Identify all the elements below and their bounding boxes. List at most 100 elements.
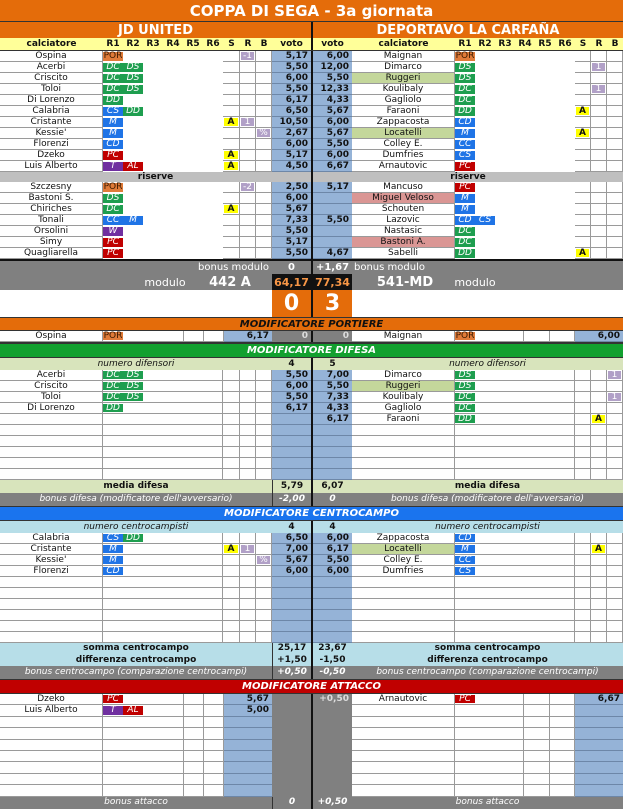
player-name: Di Lorenzo xyxy=(0,403,103,414)
r-cell xyxy=(550,331,575,342)
r-cell xyxy=(240,248,256,259)
role-badge: PC xyxy=(103,151,123,160)
bonus-badge: % xyxy=(257,128,270,137)
table-row xyxy=(0,750,623,763)
voto-cell: 5,50 xyxy=(272,84,311,95)
divider xyxy=(311,95,313,106)
bonus-centrocampo-home-value: +0,50 xyxy=(272,666,311,679)
divider xyxy=(311,762,313,774)
s-cell xyxy=(575,392,591,403)
role-area: PC xyxy=(103,694,184,706)
count-row: numero difensori 4 5 numero difensori xyxy=(0,358,623,370)
voto-cell: 6,17 xyxy=(272,95,311,106)
rating-badge: -2 xyxy=(241,182,254,191)
player-name: Arnautovic xyxy=(352,161,455,172)
player-name: Colley E. xyxy=(352,139,455,150)
player-name: Toloi xyxy=(0,392,103,403)
role-badge: DC xyxy=(103,205,123,214)
s-cell: A xyxy=(575,106,591,117)
r-cell: 1 xyxy=(240,544,256,555)
role-area: CS DD xyxy=(103,106,223,117)
role-area: DC DS xyxy=(103,370,223,381)
b-cell xyxy=(607,237,623,248)
divider xyxy=(311,544,313,555)
r-cell xyxy=(204,773,224,786)
b-cell xyxy=(256,403,272,414)
divider xyxy=(311,654,313,666)
s-cell xyxy=(223,436,240,447)
role-area: POR xyxy=(455,331,524,342)
divider xyxy=(311,588,313,599)
r-cell xyxy=(591,161,607,172)
r1-column-header: R1 xyxy=(458,38,472,49)
role-area: CS xyxy=(455,566,575,577)
table-row: Criscito DC DS 6,00 Ruggeri DS 5,50 xyxy=(0,381,623,392)
player-name: Criscito xyxy=(0,381,103,392)
b-cell xyxy=(256,381,272,392)
s-cell xyxy=(184,331,204,342)
divider xyxy=(311,469,313,480)
b-cell xyxy=(256,161,272,172)
r5-column-header: R5 xyxy=(186,38,200,49)
voto-cell: 6,17 xyxy=(272,403,311,414)
role-badge: DS xyxy=(455,74,475,83)
role-badge: DD xyxy=(455,249,475,258)
s-cell xyxy=(223,577,240,588)
role-area xyxy=(103,632,223,643)
s-cell xyxy=(575,193,591,204)
s-cell: A xyxy=(575,128,591,139)
voto-cell: 6,00 xyxy=(272,193,311,204)
portiere-section-title: MODIFICATORE PORTIERE xyxy=(0,317,623,331)
b-cell xyxy=(607,62,623,73)
role-badge: PC xyxy=(455,162,475,171)
divider xyxy=(311,62,313,73)
b-cell xyxy=(607,588,623,599)
role-badge: PC xyxy=(455,694,475,703)
voto-cell: 6,50 xyxy=(272,106,311,117)
role-badge: DD xyxy=(103,403,123,412)
role-area xyxy=(455,469,575,480)
role-area xyxy=(103,750,184,763)
divider xyxy=(311,458,313,469)
role-area: CC M xyxy=(103,215,223,226)
table-row: Kessie' M% 2,67 Locatelli M A 5,67 xyxy=(0,128,623,139)
role-area: DD xyxy=(455,248,575,259)
b-cell xyxy=(256,469,272,480)
role-area: PC xyxy=(455,694,524,706)
bonus-centrocampo-label: bonus centrocampo (comparazione centroca… xyxy=(24,667,248,677)
voto-cell xyxy=(313,204,352,215)
b-cell xyxy=(607,117,623,128)
player-name: Ospina xyxy=(0,331,103,342)
voto-cell: 6,00 xyxy=(313,51,352,62)
media-difesa: media difesa 5,79 6,07 media difesa xyxy=(0,480,623,493)
home-count: 4 xyxy=(288,521,295,532)
r1-column-header: R1 xyxy=(106,38,120,49)
media-difesa-home-value: 5,79 xyxy=(272,480,311,493)
voto-cell: 5,67 xyxy=(272,555,311,566)
role-badge: DC xyxy=(103,370,123,379)
s-cell xyxy=(575,95,591,106)
r-cell xyxy=(591,128,607,139)
voto-cell: 2,67 xyxy=(272,128,311,139)
player-name: Szczesny xyxy=(0,182,103,193)
divider xyxy=(311,447,313,458)
s-cell: A xyxy=(223,544,240,555)
divider xyxy=(311,358,313,370)
voto-cell xyxy=(575,762,623,774)
b-cell xyxy=(256,193,272,204)
player-column-header: calciatore xyxy=(378,38,429,49)
player-name: Faraoni xyxy=(352,414,455,425)
r-cell xyxy=(591,610,607,621)
mid-cell xyxy=(272,762,311,774)
player-name: Dzeko xyxy=(0,694,103,706)
assist-badge: A xyxy=(576,128,589,137)
voto-cell: 6,00 xyxy=(313,566,352,577)
role-area xyxy=(103,739,184,751)
voto-cell xyxy=(313,237,352,248)
s-cell xyxy=(524,728,550,740)
voto-cell xyxy=(313,469,352,480)
media-difesa-label-away: media difesa xyxy=(454,481,521,491)
player-name: Acerbi xyxy=(0,370,103,381)
s-cell xyxy=(223,469,240,480)
table-row xyxy=(0,458,623,469)
